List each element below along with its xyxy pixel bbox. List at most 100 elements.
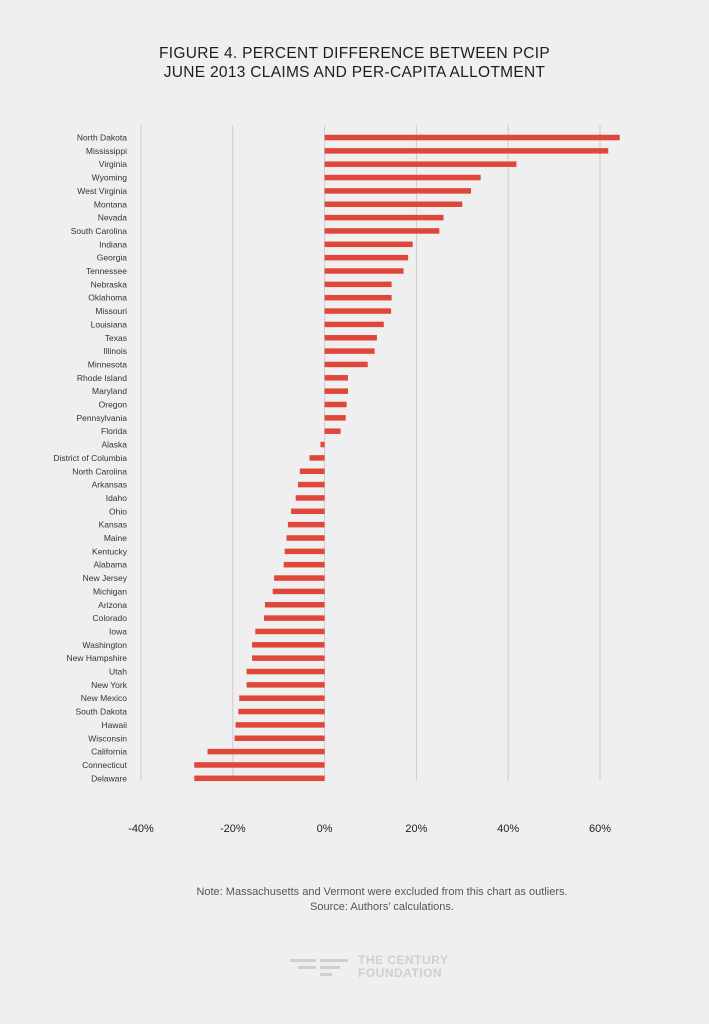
category-label: Illinois <box>103 346 127 356</box>
category-label: Rhode Island <box>77 373 127 383</box>
bar <box>299 468 325 474</box>
note-text: Note: Massachusetts and Vermont were exc… <box>196 886 568 898</box>
category-label: South Carolina <box>71 226 128 236</box>
bar <box>324 415 346 421</box>
chart-title: Figure 4. Percent Difference Between PCI… <box>0 44 709 82</box>
category-label: Alabama <box>93 560 127 570</box>
logo-wordmark: THE CENTURY FOUNDATION <box>358 954 448 980</box>
category-label: New Mexico <box>81 693 128 703</box>
category-label: Oregon <box>99 400 128 410</box>
category-label: Kansas <box>99 520 127 530</box>
category-label: Tennessee <box>86 266 127 276</box>
bar <box>324 254 409 261</box>
bar <box>324 148 609 154</box>
bar <box>235 722 325 728</box>
bar <box>324 401 347 408</box>
category-label: Delaware <box>91 773 127 783</box>
bar <box>264 615 325 621</box>
category-label: Missouri <box>95 306 127 316</box>
bar <box>207 748 325 755</box>
category-label: Nevada <box>98 213 128 223</box>
bar-chart: North Dakota Mississippi Virginia Wyoming We… <box>53 125 620 835</box>
bar <box>252 642 325 648</box>
bar <box>324 335 377 341</box>
logo-mark-icon <box>290 959 348 976</box>
category-label: Hawaii <box>101 720 127 730</box>
bar <box>283 561 325 568</box>
category-label: Iowa <box>109 626 127 636</box>
category-label: Pennsylvania <box>76 413 127 423</box>
bar <box>239 695 325 701</box>
category-label: Maine <box>104 533 127 543</box>
x-tick-label: -40% <box>128 823 154 835</box>
bar <box>284 548 325 555</box>
category-label: Florida <box>101 426 127 436</box>
source-text: Source: Authors’ calculations. <box>310 901 454 913</box>
category-label: Louisiana <box>91 319 128 329</box>
bar <box>324 281 392 288</box>
category-label: Wyoming <box>92 173 128 183</box>
bar <box>324 268 404 274</box>
category-label: Colorado <box>93 613 128 623</box>
category-label: Nebraska <box>91 279 128 289</box>
category-label: New York <box>91 680 128 690</box>
bar <box>272 588 325 595</box>
category-label: District of Columbia <box>53 453 127 463</box>
logo-line-2: FOUNDATION <box>358 966 443 980</box>
x-tick-label: -20% <box>220 823 246 835</box>
bar <box>324 348 375 354</box>
category-label: New Hampshire <box>67 653 128 663</box>
bar <box>264 602 325 608</box>
category-label: Georgia <box>97 253 128 263</box>
category-label: New Jersey <box>83 573 128 583</box>
bar <box>246 668 325 675</box>
bar <box>194 775 325 782</box>
category-label: Arkansas <box>92 480 127 490</box>
bar <box>295 495 325 501</box>
x-tick-label: 20% <box>405 823 427 835</box>
bar <box>324 321 384 328</box>
bar <box>324 214 444 221</box>
bar <box>324 294 392 301</box>
category-label: Michigan <box>93 586 127 596</box>
category-label: California <box>91 747 127 757</box>
category-label: Montana <box>94 199 127 209</box>
category-label: North Dakota <box>77 133 127 143</box>
category-label: Virginia <box>99 159 127 169</box>
category-label: Alaska <box>101 440 127 450</box>
bar <box>309 455 325 461</box>
bar <box>246 682 325 688</box>
x-tick-label: 60% <box>589 823 611 835</box>
category-label: Minnesota <box>88 359 127 369</box>
bar <box>287 521 325 528</box>
bar <box>238 708 325 715</box>
category-label: Idaho <box>106 493 128 503</box>
bar <box>324 241 413 248</box>
category-label: Washington <box>82 640 127 650</box>
category-label: Utah <box>109 667 127 677</box>
bar <box>324 308 392 314</box>
category-label: Kentucky <box>92 546 128 556</box>
bar <box>291 508 325 515</box>
bar <box>320 441 325 448</box>
category-label: Ohio <box>109 506 127 516</box>
category-label: Texas <box>105 333 127 343</box>
bar <box>324 161 517 167</box>
x-tick-label: 40% <box>497 823 519 835</box>
chart-title-line-2: June 2013 Claims and Per-Capita Allotmen… <box>163 64 546 81</box>
category-label: Mississippi <box>86 146 127 156</box>
category-label: Maryland <box>92 386 127 396</box>
category-label: Wisconsin <box>88 733 127 743</box>
category-label: Indiana <box>99 239 127 249</box>
bar <box>252 655 325 661</box>
bar <box>286 535 325 541</box>
bar <box>324 388 349 394</box>
bar <box>234 735 325 741</box>
category-label: Oklahoma <box>88 293 127 303</box>
x-tick-label: 0% <box>317 823 333 835</box>
bar <box>324 134 620 141</box>
logo-line-1: THE CENTURY <box>358 953 449 967</box>
bar <box>324 428 341 434</box>
bar <box>324 361 368 368</box>
bar <box>255 628 325 635</box>
